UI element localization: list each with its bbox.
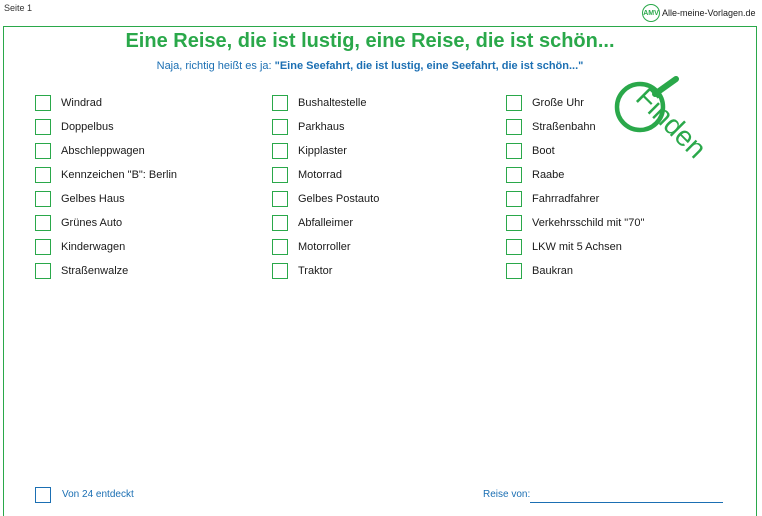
list-item: Traktor	[272, 259, 379, 283]
item-label: Kinderwagen	[61, 241, 126, 253]
checkbox[interactable]	[272, 215, 288, 231]
item-label: Windrad	[61, 97, 102, 109]
list-item: Kinderwagen	[35, 235, 177, 259]
list-item: LKW mit 5 Achsen	[506, 235, 644, 259]
trip-from-input-line[interactable]	[530, 502, 723, 503]
checklist-column-2: Bushaltestelle Parkhaus Kipplaster Motor…	[272, 91, 379, 283]
list-item: Motorroller	[272, 235, 379, 259]
found-count-label: Von 24 entdeckt	[62, 489, 134, 500]
checkbox[interactable]	[272, 167, 288, 183]
checkbox[interactable]	[506, 119, 522, 135]
item-label: Doppelbus	[61, 121, 114, 133]
checkbox[interactable]	[35, 215, 51, 231]
list-item: Abfalleimer	[272, 211, 379, 235]
checkbox[interactable]	[272, 191, 288, 207]
item-label: Kennzeichen "B": Berlin	[61, 169, 178, 181]
item-label: Raabe	[532, 169, 565, 181]
item-label: LKW mit 5 Achsen	[532, 241, 622, 253]
item-label: Parkhaus	[298, 121, 345, 133]
checkbox[interactable]	[35, 263, 51, 279]
list-item: Gelbes Haus	[35, 187, 177, 211]
item-label: Gelbes Postauto	[298, 193, 380, 205]
list-item: Bushaltestelle	[272, 91, 379, 115]
item-label: Baukran	[532, 265, 573, 277]
item-label: Boot	[532, 145, 555, 157]
brand-logo[interactable]: AMV Alle-meine-Vorlagen.de	[642, 3, 756, 23]
checkbox[interactable]	[506, 263, 522, 279]
item-label: Abschleppwagen	[61, 145, 145, 157]
worksheet-title: Eine Reise, die ist lustig, eine Reise, …	[125, 30, 615, 52]
subtitle-quote: "Eine Seefahrt, die ist lustig, eine See…	[274, 60, 584, 72]
list-item: Gelbes Postauto	[272, 187, 379, 211]
item-label: Traktor	[298, 265, 333, 277]
checklist-column-3: Große Uhr Straßenbahn Boot Raabe Fahrrad…	[506, 91, 644, 283]
list-item: Kipplaster	[272, 139, 379, 163]
item-label: Bushaltestelle	[298, 97, 367, 109]
item-label: Grünes Auto	[61, 217, 123, 229]
item-label: Motorrad	[298, 169, 343, 181]
list-item: Grünes Auto	[35, 211, 177, 235]
worksheet-subtitle: Naja, richtig heißt es ja: "Eine Seefahr…	[0, 60, 740, 72]
checkbox[interactable]	[506, 143, 522, 159]
checklist-column-1: Windrad Doppelbus Abschleppwagen Kennzei…	[35, 91, 177, 283]
item-label: Straßenbahn	[532, 121, 596, 133]
list-item: Raabe	[506, 163, 644, 187]
list-item: Windrad	[35, 91, 177, 115]
list-item: Parkhaus	[272, 115, 379, 139]
list-item: Baukran	[506, 259, 644, 283]
found-count-box[interactable]	[35, 487, 51, 503]
list-item: Motorrad	[272, 163, 379, 187]
list-item: Fahrradfahrer	[506, 187, 644, 211]
item-label: Große Uhr	[532, 97, 584, 109]
trip-from-label: Reise von:	[483, 489, 531, 500]
list-item: Abschleppwagen	[35, 139, 177, 163]
list-item: Straßenbahn	[506, 115, 644, 139]
checkbox[interactable]	[506, 239, 522, 255]
item-label: Kipplaster	[298, 145, 347, 157]
logo-text: Alle-meine-Vorlagen.de	[662, 8, 756, 18]
item-label: Fahrradfahrer	[532, 193, 600, 205]
checkbox[interactable]	[35, 167, 51, 183]
checkbox[interactable]	[35, 119, 51, 135]
list-item: Doppelbus	[35, 115, 177, 139]
checkbox[interactable]	[506, 167, 522, 183]
checkbox[interactable]	[506, 215, 522, 231]
checkbox[interactable]	[506, 95, 522, 111]
item-label: Motorroller	[298, 241, 351, 253]
checkbox[interactable]	[272, 239, 288, 255]
subtitle-prefix: Naja, richtig heißt es ja:	[156, 60, 275, 72]
item-label: Verkehrsschild mit "70"	[532, 217, 645, 229]
magnifier-lens-icon	[614, 81, 666, 133]
page-number: Seite 1	[4, 3, 33, 13]
checkbox[interactable]	[35, 191, 51, 207]
checkbox[interactable]	[35, 239, 51, 255]
checkbox[interactable]	[272, 95, 288, 111]
item-label: Abfalleimer	[298, 217, 354, 229]
checkbox[interactable]	[272, 119, 288, 135]
checkbox[interactable]	[506, 191, 522, 207]
item-label: Straßenwalze	[61, 265, 129, 277]
list-item: Kennzeichen "B": Berlin	[35, 163, 177, 187]
list-item: Boot	[506, 139, 644, 163]
checkbox[interactable]	[35, 143, 51, 159]
worksheet-frame	[3, 26, 757, 516]
checkbox[interactable]	[35, 95, 51, 111]
checkbox[interactable]	[272, 143, 288, 159]
logo-mark-icon: AMV	[642, 4, 660, 22]
checkbox[interactable]	[272, 263, 288, 279]
list-item: Große Uhr	[506, 91, 644, 115]
list-item: Verkehrsschild mit "70"	[506, 211, 644, 235]
list-item: Straßenwalze	[35, 259, 177, 283]
finden-word: Finden	[630, 82, 712, 164]
magnifier-finden-graphic: Finden	[614, 76, 713, 164]
item-label: Gelbes Haus	[61, 193, 125, 205]
